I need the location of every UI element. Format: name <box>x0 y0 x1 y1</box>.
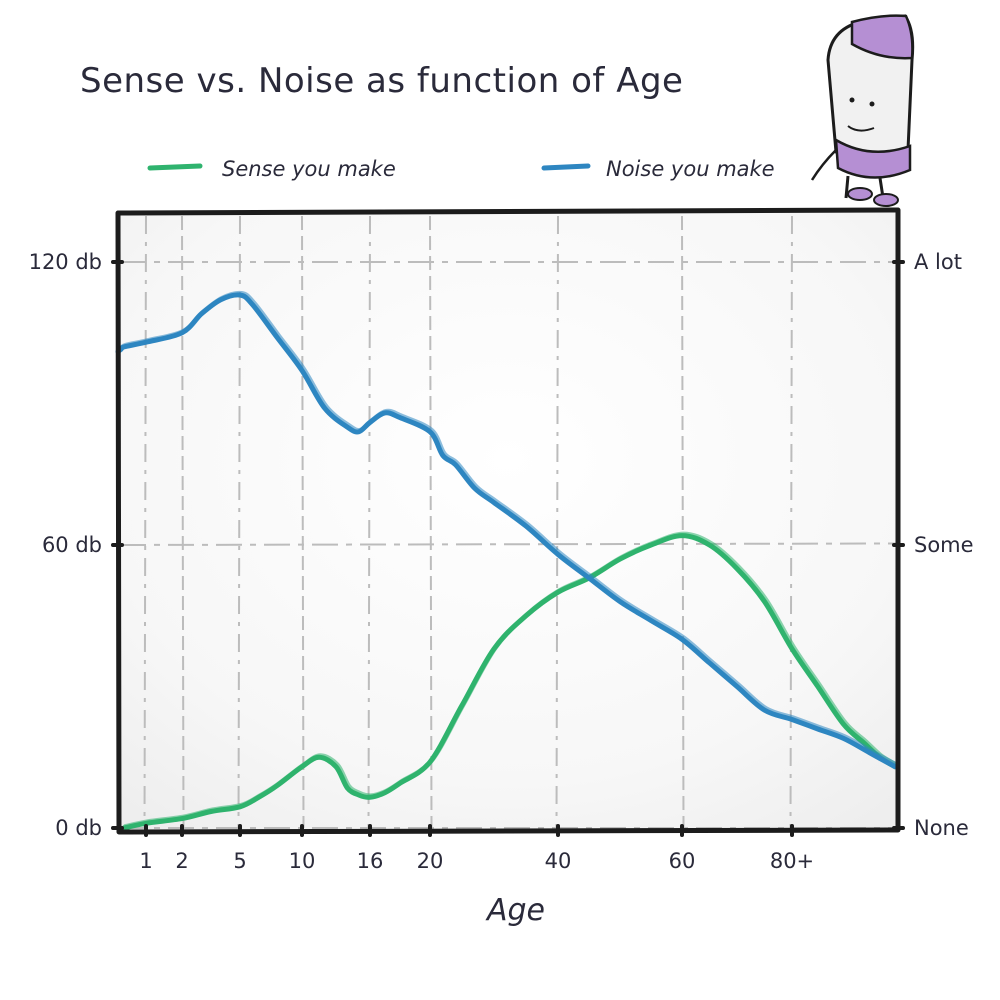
x-gridline <box>237 215 241 829</box>
y-tick-label-left: 0 db <box>55 816 102 840</box>
plot-background <box>118 212 898 830</box>
chart-title: Sense vs. Noise as function of Age <box>80 61 683 101</box>
y-tick-label-left: 120 db <box>29 250 102 274</box>
character-illustration <box>810 14 915 207</box>
y-tick-label-right: A lot <box>914 250 962 274</box>
x-tick-label: 40 <box>545 849 572 873</box>
x-gridline <box>429 215 433 829</box>
ticks: 1 2 5 10 16 20 40 60 80+ 0 db 60 db 120 db None Some A… <box>29 250 974 873</box>
y-gridline <box>119 542 897 546</box>
x-tick-label: 5 <box>233 849 246 873</box>
legend: Sense you make Noise you make <box>147 157 775 181</box>
series-line-sense-stroke <box>123 531 899 829</box>
legend-swatch-sense <box>147 163 203 171</box>
y-tick-label-right: Some <box>914 533 974 557</box>
x-tick-label: 20 <box>417 849 444 873</box>
x-tick-label: 80+ <box>770 849 814 873</box>
x-axis-title: Age <box>485 893 545 928</box>
x-tick-label: 2 <box>175 849 188 873</box>
y-tick-label-left: 60 db <box>42 533 102 557</box>
x-gridline <box>181 215 185 829</box>
x-gridline <box>789 215 793 829</box>
x-gridline <box>301 215 305 829</box>
series-layer <box>115 290 899 831</box>
x-tick-label: 60 <box>669 849 696 873</box>
legend-swatch-noise <box>541 163 591 171</box>
series-line-noise-stroke <box>117 290 899 768</box>
legend-label-noise: Noise you make <box>606 157 775 181</box>
x-tick-label: 1 <box>139 849 152 873</box>
x-tick-label: 16 <box>357 849 384 873</box>
grid <box>119 215 897 829</box>
x-gridline <box>681 215 685 829</box>
x-gridline <box>143 215 147 829</box>
legend-label-sense: Sense you make <box>222 157 396 181</box>
y-tick-label-right: None <box>914 816 969 840</box>
x-tick-label: 10 <box>289 849 316 873</box>
x-gridline <box>555 215 559 829</box>
x-gridline <box>367 215 371 829</box>
